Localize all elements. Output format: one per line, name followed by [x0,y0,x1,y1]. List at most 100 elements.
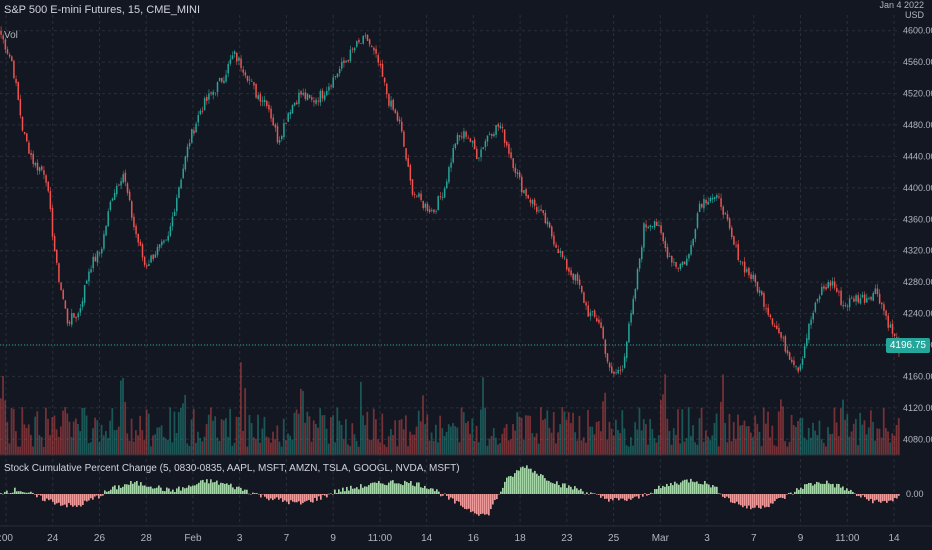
indicator-bar [140,482,142,494]
volume-bar [876,428,879,455]
volume-bar [186,443,189,455]
volume-bar [452,423,454,455]
indicator-bar [682,480,684,494]
volume-bar [353,434,356,455]
volume-bar [158,427,161,455]
indicator-bar [626,494,628,501]
volume-bar [872,421,874,455]
volume-bar [23,424,26,455]
candle-body [101,248,103,254]
volume-bar [679,443,682,455]
y-tick-label: 4560.00 [903,57,932,67]
indicator-bar [718,493,720,494]
volume-bar [355,440,358,455]
candle-body [437,196,439,210]
candle-body [525,188,527,196]
candle-body [844,304,847,306]
candle-body [602,327,604,339]
candle-body [349,49,352,61]
indicator-bar [836,483,838,494]
indicator-bar [806,484,808,494]
volume-bar [685,437,688,455]
candle-body [739,261,742,263]
volume-bar [683,441,686,455]
candle-body [649,225,652,228]
indicator-bar [462,494,464,508]
volume-bar [655,442,658,455]
candle-body [77,313,79,318]
indicator-bar [536,473,538,494]
candle-body [600,322,602,328]
volume-bar [302,390,304,455]
indicator-bar [508,476,510,494]
candle-body [859,298,862,304]
candle-body [416,195,418,197]
indicator-label[interactable]: Stock Cumulative Percent Change (5, 0830… [4,463,460,474]
symbol-title[interactable]: S&P 500 E-mini Futures, 15, CME_MINI [4,4,201,16]
indicator-bar [598,494,600,495]
candle-body [411,179,414,195]
candle-body [553,235,555,245]
volume-bar [818,420,821,455]
candle-body [694,229,697,239]
volume-bar [595,421,598,455]
indicator-bar [14,487,16,494]
indicator-bar [898,494,900,496]
indicator-bar [416,482,418,494]
candle-body [461,136,463,138]
candle-body [248,79,251,81]
volume-bar [852,423,855,455]
volume-bar [2,375,4,455]
candle-body [203,98,206,111]
volume-bar [754,415,757,455]
indicator-bar [586,492,588,494]
volume-bar [192,408,195,455]
candle-body [272,117,274,126]
indicator-bar [582,491,584,494]
volume-bar [405,415,407,455]
candle-body [763,293,765,307]
volume-bar [469,433,472,455]
x-tick-label: 9 [330,533,336,544]
candle-body [193,130,195,134]
candle-body [176,197,178,212]
indicator-bar [484,494,486,515]
indicator-bar [458,494,460,502]
volume-bar [342,439,345,455]
indicator-bar [304,494,306,502]
candle-body [536,206,538,212]
volume-bar [559,424,562,455]
indicator-bar [846,488,848,494]
volume-bar [640,430,643,455]
candle-body [53,236,56,252]
volume-label[interactable]: Vol [4,30,18,41]
price-axis[interactable]: 4600.00 4560.00 4520.00 4480.00 4440.00 4400.… [903,26,932,445]
volume-bar [443,435,446,455]
volume-bar [287,433,289,455]
volume-bar [792,425,795,455]
candle-body [761,291,763,295]
indicator-bar [390,480,392,494]
indicator-bar [676,483,678,494]
candle-body [32,153,34,165]
indicator-bar [520,467,522,494]
volume-bar [767,411,769,455]
indicator-bar [672,485,674,494]
candle-body [527,195,529,199]
volume-bar [177,412,180,455]
time-axis[interactable]: :00 24 26 28 Feb 3 7 9 11:00 14 16 18 23 25 Mar 3 7 9 11:0… [0,533,900,544]
volume-bar [175,433,178,455]
indicator-bar [170,491,172,494]
candle-body [328,86,330,91]
candle-body [98,252,101,254]
candle-body [566,259,568,270]
indicator-bar [698,483,700,494]
candle-body [521,176,523,193]
volume-bar [225,418,227,455]
candle-body [407,158,409,167]
indicator-bar [0,493,2,494]
indicator-bar [480,494,482,515]
volume-bar [242,430,244,455]
candle-body [2,35,4,40]
